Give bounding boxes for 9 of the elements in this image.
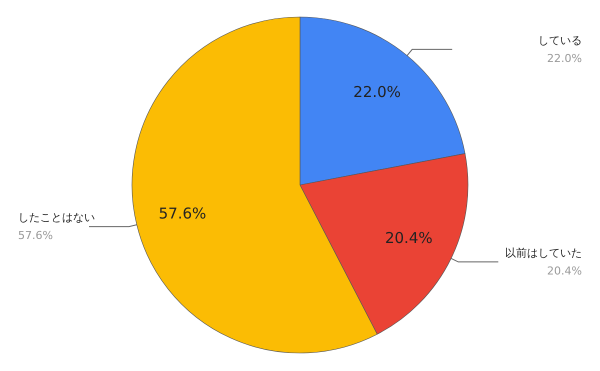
slice-label: 以前はしていた bbox=[505, 246, 582, 260]
text: 57.6% bbox=[158, 204, 206, 223]
data-label: 20.4% bbox=[547, 264, 582, 278]
slice-label: したことはない bbox=[18, 211, 95, 224]
slice-label: している bbox=[538, 34, 582, 47]
data-label: 57.6% bbox=[18, 229, 53, 242]
text: 20.4% bbox=[384, 228, 433, 247]
data-label: 22.0% bbox=[547, 52, 582, 65]
text: 22.0% bbox=[353, 82, 401, 101]
